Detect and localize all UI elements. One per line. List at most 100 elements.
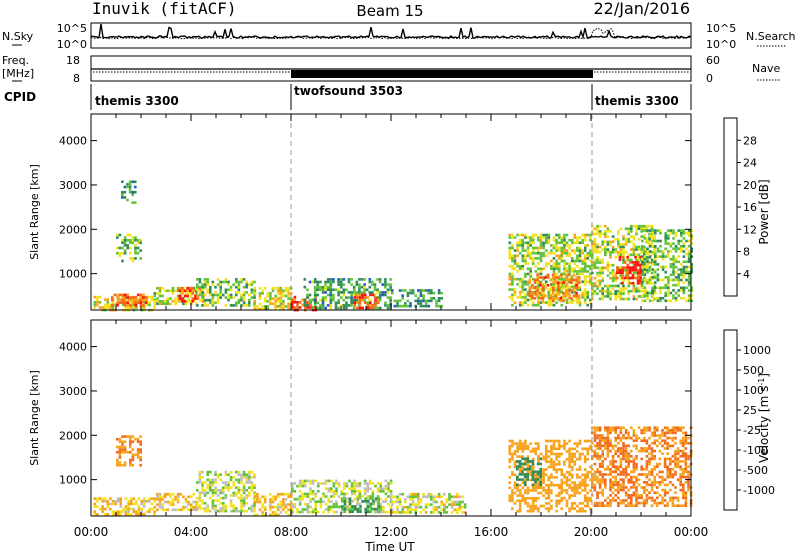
heat-cell (526, 447, 530, 451)
heat-cell (384, 484, 388, 488)
heat-cell (353, 301, 357, 304)
heat-cell (547, 236, 551, 239)
heat-cell (250, 476, 254, 479)
heat-cell (531, 251, 535, 255)
heat-cell (687, 252, 691, 256)
heat-cell (650, 481, 654, 484)
heat-cell (379, 510, 382, 514)
heat-cell (531, 277, 535, 281)
heat-cell (617, 449, 620, 453)
heat-cell (562, 294, 565, 297)
heat-cell (511, 452, 514, 456)
heat-cell (248, 283, 251, 286)
heat-cell (589, 447, 592, 451)
heat-cell (619, 297, 623, 301)
heat-cell (581, 259, 584, 263)
heat-cell (624, 258, 628, 262)
heat-cell (565, 280, 569, 284)
heat-cell (417, 492, 420, 496)
heat-cell (508, 460, 512, 464)
heat-cell (578, 509, 582, 513)
heat-cell (661, 444, 664, 448)
heat-cell (227, 486, 230, 489)
heat-cell (639, 281, 642, 285)
heat-cell (271, 513, 275, 517)
heat-cell (632, 439, 636, 442)
heat-cell (555, 494, 558, 497)
heat-cell (227, 288, 230, 292)
heat-cell (619, 488, 623, 492)
heat-cell (645, 473, 649, 476)
heat-cell (319, 503, 323, 506)
heat-cell (526, 470, 530, 474)
heat-cell (578, 303, 582, 307)
heat-cell (206, 486, 209, 489)
heat-cell (653, 269, 656, 272)
heat-cell (319, 497, 323, 501)
heat-cell (240, 473, 243, 476)
heat-cell (122, 303, 125, 307)
heat-cell (513, 254, 517, 258)
heat-cell (650, 235, 654, 238)
heat-cell (690, 299, 693, 303)
heat-cell (589, 238, 592, 242)
y-tick-label: 1000 (59, 268, 87, 281)
heat-cell (96, 301, 99, 304)
heat-cell (564, 276, 568, 279)
heat-cell (653, 475, 656, 479)
heat-cell (664, 234, 667, 238)
heat-cell (539, 491, 543, 495)
heat-cell (547, 486, 551, 490)
heat-cell (542, 277, 545, 281)
heat-cell (669, 481, 672, 484)
heat-cell (440, 291, 443, 295)
heat-cell (635, 481, 638, 484)
heat-cell (650, 457, 654, 461)
heat-cell (153, 505, 157, 509)
heat-cell (139, 257, 142, 260)
heat-cell (131, 236, 135, 239)
heat-cell (106, 306, 110, 309)
heat-cell (687, 455, 690, 458)
heat-cell (621, 271, 624, 275)
heat-cell (282, 498, 285, 501)
heat-cell (653, 439, 656, 442)
heat-cell (550, 465, 553, 469)
heat-cell (666, 470, 669, 474)
heat-cell (374, 298, 377, 302)
heat-cell (313, 288, 317, 292)
heat-cell (583, 233, 587, 237)
heat-cell (682, 291, 686, 295)
heat-cell (614, 475, 617, 479)
heat-cell (632, 504, 636, 507)
heat-cell (379, 503, 382, 506)
heat-cell (650, 499, 654, 502)
heat-cell (181, 286, 184, 290)
heat-cell (198, 280, 202, 284)
heat-cell (552, 257, 556, 260)
heat-cell (211, 494, 215, 497)
heat-cell (203, 509, 207, 513)
heat-cell (531, 259, 535, 263)
heat-cell (669, 250, 673, 253)
heat-cell (658, 436, 662, 440)
heat-cell (240, 489, 243, 492)
heat-cell (667, 281, 670, 284)
heat-cell (578, 236, 582, 239)
heat-cell (206, 507, 209, 510)
heat-cell (563, 272, 566, 276)
heat-cell (409, 302, 412, 305)
heat-cell (562, 281, 565, 284)
heat-cell (581, 241, 584, 245)
heat-cell (676, 426, 680, 429)
heat-cell (551, 276, 555, 279)
heat-cell (232, 481, 235, 484)
heat-cell (137, 301, 140, 304)
heat-cell (672, 296, 675, 300)
heat-cell (531, 246, 535, 250)
heat-cell (253, 476, 256, 479)
heat-cell (131, 301, 135, 304)
heat-cell (583, 455, 587, 458)
heat-cell (521, 444, 525, 448)
heat-cell (641, 239, 644, 243)
